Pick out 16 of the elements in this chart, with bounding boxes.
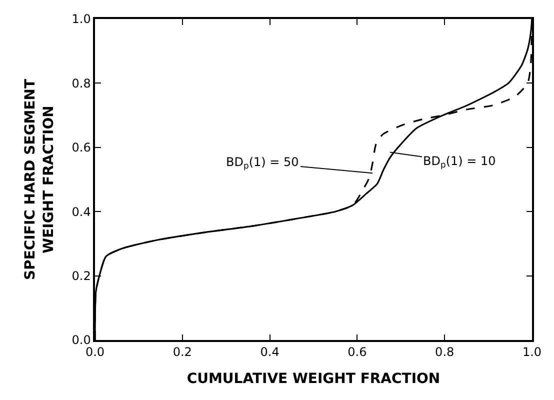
y-tick-label: 0.4 xyxy=(72,204,91,219)
x-tick-label: 0.4 xyxy=(260,345,280,360)
y-axis-title: SPECIFIC HARD SEGMENT WEIGHT FRACTION xyxy=(22,78,57,280)
x-tick-label: 0.2 xyxy=(172,345,192,360)
annotation: BD$_{p}$(1) = 50 xyxy=(226,155,299,171)
x-tick-label: 1.0 xyxy=(522,345,542,360)
x-tick-label: 0.0 xyxy=(85,345,105,360)
x-tick-label: 0.8 xyxy=(435,345,454,360)
y-tick-label: 0.6 xyxy=(72,140,91,155)
y-tick-label: 0.8 xyxy=(72,76,91,90)
annotation: BD$_{p}$(1) = 10 xyxy=(423,154,496,170)
x-tick-label: 0.6 xyxy=(348,345,367,360)
y-tick-label: 0.2 xyxy=(72,269,91,283)
y-tick-label: 1.0 xyxy=(72,12,91,26)
y-tick-label: 0.0 xyxy=(72,333,91,348)
x-axis-title: CUMULATIVE WEIGHT FRACTION xyxy=(186,370,440,387)
